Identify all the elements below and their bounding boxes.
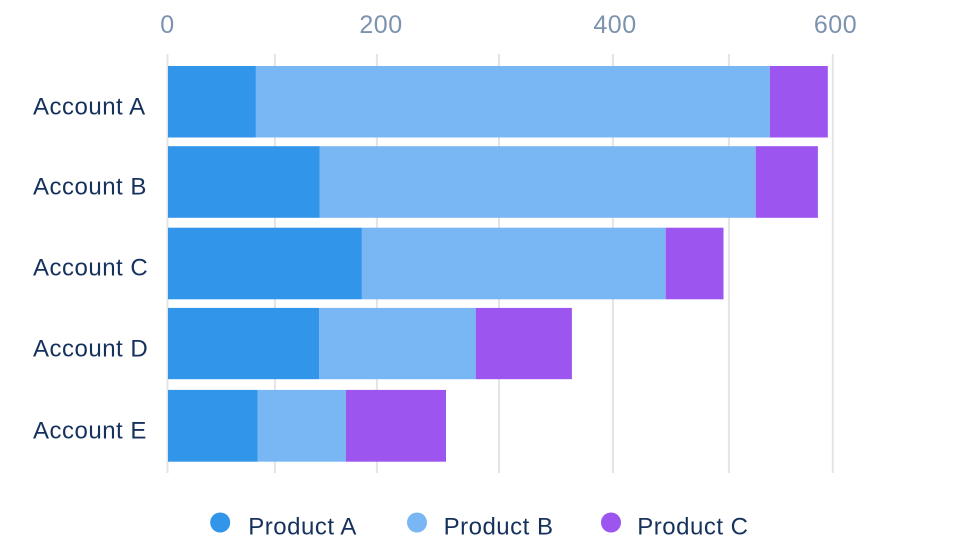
svg-text:400: 400 xyxy=(593,11,636,39)
svg-text:200: 200 xyxy=(359,11,402,39)
svg-text:Account D: Account D xyxy=(33,336,148,363)
svg-text:600: 600 xyxy=(814,11,857,39)
svg-text:Account C: Account C xyxy=(33,255,148,282)
svg-text:Account E: Account E xyxy=(33,417,147,444)
svg-text:Product A: Product A xyxy=(248,514,357,540)
svg-text:Account A: Account A xyxy=(33,94,146,121)
svg-text:Product C: Product C xyxy=(637,514,748,540)
svg-text:0: 0 xyxy=(160,11,174,39)
svg-text:Account B: Account B xyxy=(33,174,147,201)
svg-text:Product B: Product B xyxy=(444,514,554,540)
